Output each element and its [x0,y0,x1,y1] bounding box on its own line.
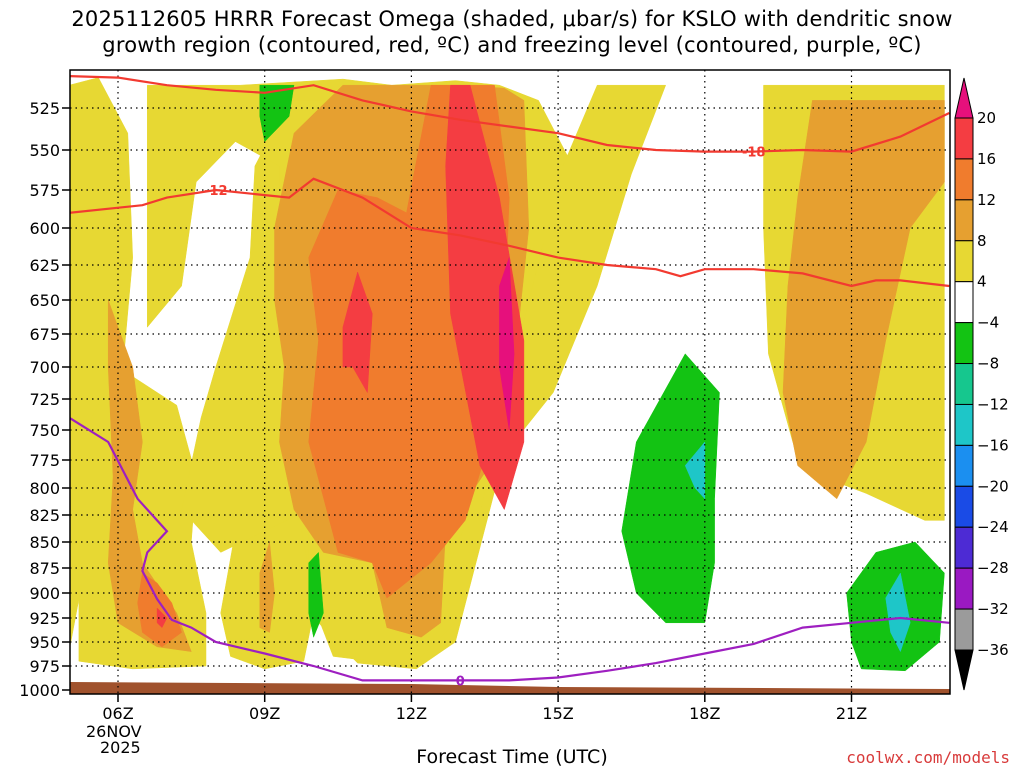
dgz-contour-0 [70,177,950,288]
colorbar-label: 8 [977,232,987,250]
dgz-contour-0-label: -12 [204,184,228,199]
omega-20-plus [499,257,515,431]
omega-4-8-sw-blob [78,366,207,670]
omega-neg4-neg8-thin [308,551,324,639]
colorbar-label: −36 [977,641,1009,659]
colorbar-band [954,567,974,610]
dgz-contour-1 [70,75,950,153]
colorbar-label: −16 [977,436,1009,454]
y-tick-label: 550 [29,141,60,160]
colorbar-band [954,608,974,651]
plot-frame [69,69,951,695]
colorbar-label: −28 [977,559,1009,577]
colorbar-label: 4 [977,273,987,291]
x-tick-label: 21Z [836,704,867,723]
y-tick-label: 900 [29,584,60,603]
colorbar-band [954,281,974,324]
y-tick-label: 1000 [19,681,60,700]
omega-8-12-mid-small [259,541,275,633]
y-tick-label: 975 [29,657,60,676]
y-tick-label: 825 [29,506,60,525]
y-tick-label: 800 [29,479,60,498]
colorbar-band [954,240,974,283]
colorbar-label: −20 [977,477,1009,495]
omega-neg8-neg12-east [885,572,911,653]
colorbar-label: −8 [977,355,999,373]
x-tick-label: 15Z [542,704,573,723]
dgz-contour-1-label: -18 [742,146,766,161]
colorbar-top-arrow [954,77,974,119]
omega-12-16-sw [137,572,182,648]
credit-link[interactable]: coolwx.com/models [846,748,1010,767]
colorbar-band [954,485,974,528]
y-tick-label: 950 [29,633,60,652]
colorbar-band [954,444,974,487]
colorbar-label: −24 [977,518,1009,536]
title-line-1: 2025112605 HRRR Forecast Omega (shaded, … [71,7,953,31]
colorbar-label: 16 [977,150,996,168]
colorbar-label: 20 [977,109,996,127]
colorbar-label: −12 [977,395,1009,413]
date-day-label: 26NOV [86,722,142,741]
y-tick-label: 600 [29,219,60,238]
x-axis-label: Forecast Time (UTC) [416,746,608,768]
x-tick-label: 09Z [249,704,280,723]
y-tick-label: 725 [29,390,60,409]
y-tick-label: 875 [29,559,60,578]
colorbar-bottom-arrow [954,649,974,691]
title-line-2: growth region (contoured, red, ºC) and f… [102,33,922,57]
y-tick-label: 850 [29,533,60,552]
y-tick-label: 625 [29,256,60,275]
y-tick-label: 925 [29,609,60,628]
x-tick-label: 18Z [689,704,720,723]
colorbar-band [954,363,974,405]
omega-16-20-center [445,84,525,511]
colorbar-band [954,403,974,446]
y-tick-label: 525 [29,99,60,118]
y-tick-label: 775 [29,451,60,470]
x-tick-label: 06Z [102,704,133,723]
terrain-ground [70,682,950,694]
omega-neg8-neg12-mid [684,441,706,500]
colorbar-band [954,158,974,201]
y-tick-label: 700 [29,358,60,377]
colorbar: 20 16 12 8 4 −4 −8 −12 −16 −20 −24 −28 −32 −36 [954,77,1009,691]
date-year-label: 2025 [100,738,141,757]
y-tick-label: 750 [29,421,60,440]
colorbar-band [954,526,974,569]
y-tick-label: 575 [29,181,60,200]
x-tick-label: 12Z [396,704,427,723]
colorbar-band [954,117,974,160]
omega-8-12-sw [107,299,192,652]
y-tick-label: 675 [29,325,60,344]
freezing-level-contour [70,416,950,682]
colorbar-band [954,199,974,242]
omega-16-20-center-left [342,271,373,394]
freezing-level-contour-label: 0 [456,674,465,689]
colorbar-label: 12 [977,191,996,209]
colorbar-label: −4 [977,314,999,332]
plot-area: -12 -18 0 [69,69,951,695]
colorbar-band [954,322,974,365]
omega-16-20-sw-dot [156,607,168,629]
y-tick-label: 650 [29,291,60,310]
colorbar-label: −32 [977,600,1009,618]
omega-neg4-neg8-top [259,84,295,143]
